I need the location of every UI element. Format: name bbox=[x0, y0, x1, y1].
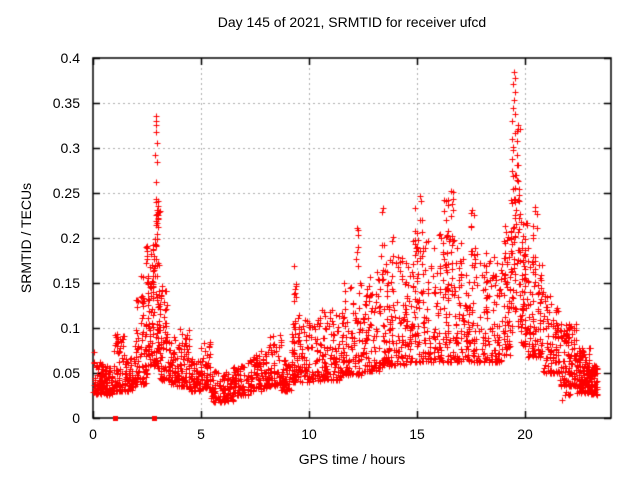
y-tick-label-0.2: 0.2 bbox=[60, 230, 80, 246]
x-tick-label-10: 10 bbox=[301, 426, 317, 442]
y-tick-label-0.15: 0.15 bbox=[52, 275, 80, 291]
y-tick-label-0.05: 0.05 bbox=[52, 365, 80, 381]
y-tick-label-0.1: 0.1 bbox=[60, 320, 80, 336]
x-tick-label-20: 20 bbox=[517, 426, 533, 442]
y-tick-label-0.4: 0.4 bbox=[60, 50, 80, 66]
y-tick-label-0.35: 0.35 bbox=[52, 95, 80, 111]
x-tick-label-5: 5 bbox=[197, 426, 205, 442]
y-tick-label-0.25: 0.25 bbox=[52, 185, 80, 201]
x-tick-label-0: 0 bbox=[89, 426, 97, 442]
y-tick-label-0: 0 bbox=[72, 410, 80, 426]
x-tick-label-15: 15 bbox=[409, 426, 425, 442]
x-axis-label: GPS time / hours bbox=[298, 451, 406, 467]
chart-title: Day 145 of 2021, SRMTID for receiver ufc… bbox=[217, 14, 487, 30]
y-tick-label-0.3: 0.3 bbox=[60, 140, 80, 156]
